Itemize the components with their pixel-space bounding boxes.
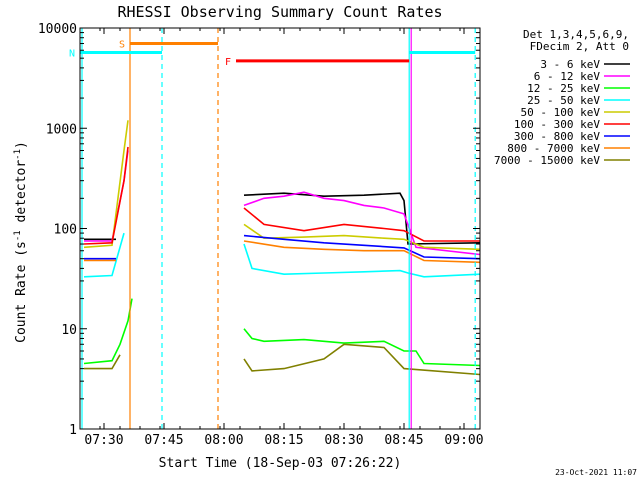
y-tick-label: 1000 — [46, 122, 77, 137]
flag-label-f: F — [225, 57, 231, 68]
series-line-7000-15000-kev-seg-1 — [243, 343, 481, 376]
x-axis-label: Start Time (18-Sep-03 07:26:22) — [159, 456, 402, 471]
axes-layer: 07:30 07:45 08:00 08:15 08:30 08:45 09:00 1 10 10… — [38, 22, 484, 448]
y-tick-label: 10 — [61, 323, 77, 338]
timestamp: 23-Oct-2021 11:07 — [555, 468, 637, 477]
x-tick-label: 07:45 — [144, 433, 183, 448]
series-line-12-25-kev-seg-1 — [243, 328, 481, 367]
y-tick-label: 100 — [54, 223, 77, 238]
series-line-800-7000-kev-seg-1 — [243, 240, 481, 264]
series-line-7000-15000-kev-seg-0 — [84, 354, 121, 370]
y-axis-label: Count Rate (s-1 detector-1) — [13, 141, 29, 343]
series-line-25-50-kev-seg-0 — [83, 232, 125, 278]
series-line-25-50-kev-seg-1 — [243, 243, 481, 278]
series-line-12-25-kev-seg-0 — [83, 298, 133, 365]
legend-header: FDecim 2, Att 0 — [530, 40, 629, 53]
legend-label-12-25-kev: 12 - 25 keV — [527, 82, 600, 95]
series-line-300-800-kev-seg-1 — [243, 234, 481, 260]
x-tick-label: 08:00 — [204, 433, 243, 448]
legend: Det 1,3,4,5,6,9,FDecim 2, Att 0 3 - 6 keV… — [494, 28, 630, 167]
legend-header: Det 1,3,4,5,6,9, — [523, 28, 629, 41]
series-line-6-12-kev-seg-1 — [243, 191, 481, 256]
x-tick-label: 07:30 — [84, 433, 123, 448]
x-tick-label: 08:30 — [324, 433, 363, 448]
x-tick-label: 09:00 — [444, 433, 483, 448]
legend-label-300-800-kev: 300 - 800 keV — [514, 130, 600, 143]
legend-label-3-6-kev: 3 - 6 keV — [540, 58, 600, 71]
legend-label-6-12-kev: 6 - 12 keV — [534, 70, 601, 83]
legend-label-100-300-kev: 100 - 300 keV — [514, 118, 600, 131]
legend-label-800-7000-kev: 800 - 7000 keV — [507, 142, 600, 155]
trace-layer — [83, 120, 481, 376]
marker-layer — [81, 28, 476, 429]
chart-title: RHESSI Observing Summary Count Rates — [117, 3, 442, 21]
series-line-3-6-kev-seg-1 — [243, 192, 481, 245]
series-line-100-300-kev-seg-0 — [83, 146, 129, 245]
flag-label-s: S — [119, 40, 125, 51]
legend-label-50-100-kev: 50 - 100 keV — [521, 106, 601, 119]
legend-label-25-50-kev: 25 - 50 keV — [527, 94, 600, 107]
series-line-100-300-kev-seg-1 — [243, 207, 480, 242]
flag-layer: S N F — [69, 40, 476, 68]
series-line-50-100-kev-seg-0 — [83, 120, 129, 249]
x-tick-label: 08:15 — [264, 433, 303, 448]
x-tick-label: 08:45 — [384, 433, 423, 448]
y-tick-label: 10000 — [38, 22, 77, 37]
legend-label-7000-15000-kev: 7000 - 15000 keV — [494, 154, 600, 167]
y-tick-label: 1 — [69, 423, 77, 438]
flag-label-n: N — [69, 48, 75, 59]
